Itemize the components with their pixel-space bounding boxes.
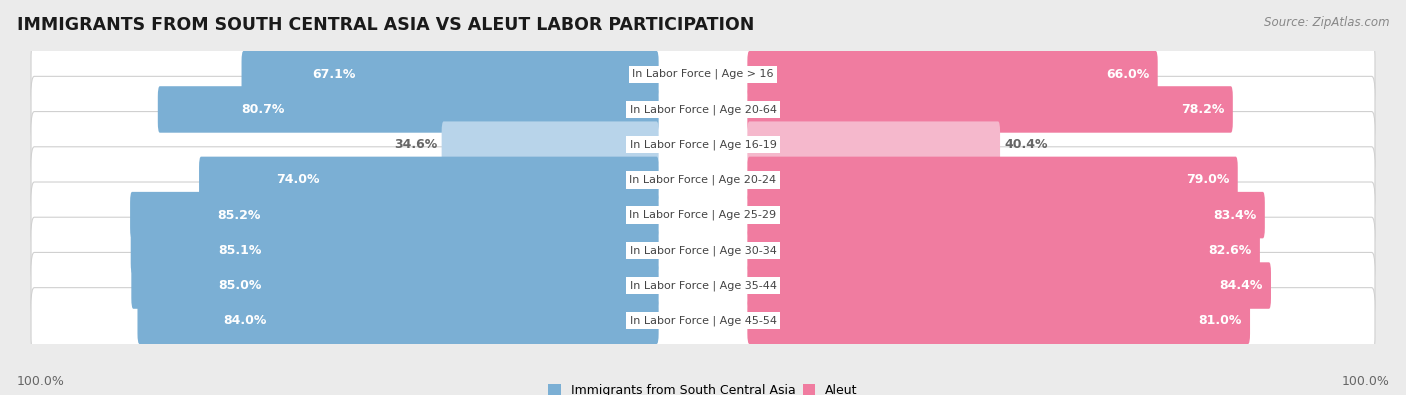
FancyBboxPatch shape	[748, 121, 1000, 168]
Text: IMMIGRANTS FROM SOUTH CENTRAL ASIA VS ALEUT LABOR PARTICIPATION: IMMIGRANTS FROM SOUTH CENTRAL ASIA VS AL…	[17, 16, 754, 34]
FancyBboxPatch shape	[138, 297, 658, 344]
FancyBboxPatch shape	[31, 111, 1375, 178]
FancyBboxPatch shape	[31, 182, 1375, 248]
FancyBboxPatch shape	[748, 86, 1233, 133]
FancyBboxPatch shape	[31, 252, 1375, 319]
FancyBboxPatch shape	[242, 51, 658, 98]
Text: 74.0%: 74.0%	[276, 173, 319, 186]
Text: Source: ZipAtlas.com: Source: ZipAtlas.com	[1264, 16, 1389, 29]
Text: 67.1%: 67.1%	[312, 68, 356, 81]
FancyBboxPatch shape	[157, 86, 658, 133]
FancyBboxPatch shape	[31, 76, 1375, 143]
Text: In Labor Force | Age 35-44: In Labor Force | Age 35-44	[630, 280, 776, 291]
Text: 78.2%: 78.2%	[1181, 103, 1225, 116]
Text: 84.0%: 84.0%	[224, 314, 267, 327]
Text: 100.0%: 100.0%	[17, 375, 65, 387]
FancyBboxPatch shape	[131, 262, 658, 309]
FancyBboxPatch shape	[748, 227, 1260, 274]
FancyBboxPatch shape	[748, 157, 1237, 203]
FancyBboxPatch shape	[748, 262, 1271, 309]
Text: 81.0%: 81.0%	[1198, 314, 1241, 327]
Text: In Labor Force | Age 20-24: In Labor Force | Age 20-24	[630, 175, 776, 185]
Text: In Labor Force | Age 16-19: In Labor Force | Age 16-19	[630, 139, 776, 150]
Text: 80.7%: 80.7%	[240, 103, 284, 116]
Text: In Labor Force | Age 20-64: In Labor Force | Age 20-64	[630, 104, 776, 115]
FancyBboxPatch shape	[31, 41, 1375, 107]
Text: 85.1%: 85.1%	[218, 244, 262, 257]
Text: In Labor Force | Age > 16: In Labor Force | Age > 16	[633, 69, 773, 79]
Text: 66.0%: 66.0%	[1107, 68, 1149, 81]
Text: 79.0%: 79.0%	[1185, 173, 1229, 186]
Text: 100.0%: 100.0%	[1341, 375, 1389, 387]
Text: 40.4%: 40.4%	[1005, 138, 1049, 151]
Text: 82.6%: 82.6%	[1208, 244, 1251, 257]
FancyBboxPatch shape	[441, 121, 658, 168]
Text: 85.0%: 85.0%	[218, 279, 262, 292]
Text: 83.4%: 83.4%	[1213, 209, 1256, 222]
FancyBboxPatch shape	[200, 157, 658, 203]
Text: In Labor Force | Age 25-29: In Labor Force | Age 25-29	[630, 210, 776, 220]
FancyBboxPatch shape	[748, 192, 1265, 238]
Text: In Labor Force | Age 45-54: In Labor Force | Age 45-54	[630, 316, 776, 326]
FancyBboxPatch shape	[31, 147, 1375, 213]
Text: 34.6%: 34.6%	[394, 138, 437, 151]
FancyBboxPatch shape	[131, 192, 658, 238]
Text: 84.4%: 84.4%	[1219, 279, 1263, 292]
FancyBboxPatch shape	[748, 297, 1250, 344]
Text: 85.2%: 85.2%	[218, 209, 260, 222]
FancyBboxPatch shape	[131, 227, 658, 274]
Legend: Immigrants from South Central Asia, Aleut: Immigrants from South Central Asia, Aleu…	[543, 379, 863, 395]
FancyBboxPatch shape	[748, 51, 1157, 98]
FancyBboxPatch shape	[31, 217, 1375, 284]
Text: In Labor Force | Age 30-34: In Labor Force | Age 30-34	[630, 245, 776, 256]
FancyBboxPatch shape	[31, 288, 1375, 354]
